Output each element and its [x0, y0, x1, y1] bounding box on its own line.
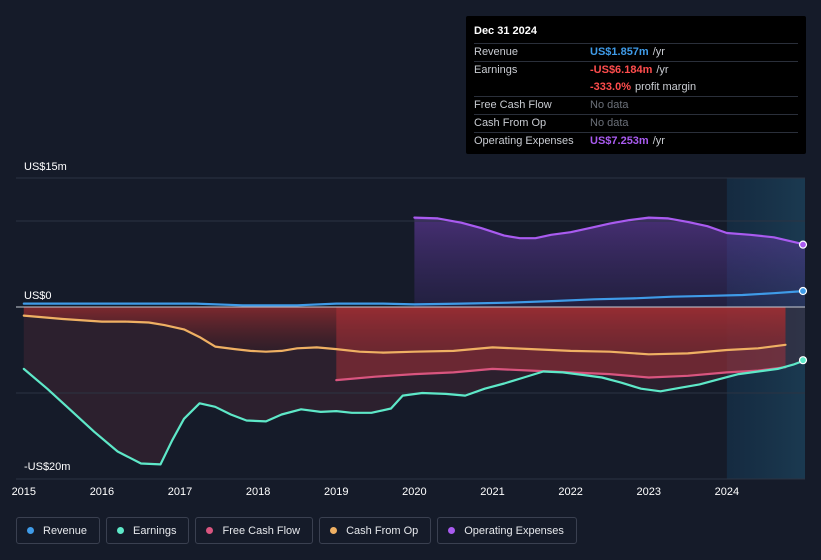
tooltip-unit: /yr — [656, 64, 669, 76]
tooltip-key: Cash From Op — [474, 117, 547, 129]
earnings-line — [22, 359, 807, 466]
legend-label: Operating Expenses — [464, 524, 564, 537]
tooltip-key: Operating Expenses — [474, 135, 574, 147]
operating-expenses-line — [413, 216, 807, 246]
opex-area — [414, 217, 805, 307]
tooltip-row-fcf: Free Cash Flow No data — [474, 96, 798, 114]
tooltip-value: No data — [590, 117, 629, 129]
y-label-zero: US$0 — [24, 290, 52, 302]
legend-dot-icon — [330, 527, 338, 534]
tooltip-key: Free Cash Flow — [474, 99, 552, 111]
legend: Revenue Earnings Free Cash Flow Cash Fro… — [16, 517, 577, 546]
legend-label: Revenue — [43, 524, 88, 537]
cash-from-op-line — [22, 314, 787, 356]
x-tick-label: 2020 — [402, 486, 426, 498]
data-tooltip: Dec 31 2024 Revenue US$1.857m /yr Earnin… — [466, 16, 806, 154]
legend-dot-icon — [27, 527, 34, 534]
tooltip-key: Earnings — [474, 64, 518, 76]
tooltip-value: No data — [590, 99, 629, 111]
y-label-bottom: -US$20m — [24, 461, 70, 473]
x-tick-label: 2022 — [558, 486, 582, 498]
tooltip-unit: /yr — [652, 46, 665, 58]
legend-dot-icon — [448, 527, 456, 534]
x-tick-label: 2018 — [246, 486, 270, 498]
x-tick-label: 2023 — [637, 486, 661, 498]
free-cash-flow-area — [336, 307, 786, 381]
tooltip-value: -333.0% — [590, 81, 631, 93]
tooltip-key: Revenue — [474, 46, 519, 58]
tooltip-row-cfo: Cash From Op No data — [474, 114, 798, 132]
tooltip-row-margin: -333.0% profit margin — [474, 79, 798, 96]
y-label-top: US$15m — [24, 161, 67, 173]
tooltip-unit: profit margin — [634, 81, 697, 93]
x-tick-label: 2016 — [90, 486, 114, 498]
earnings-end-marker — [798, 356, 808, 365]
tooltip-row-earnings: Earnings -US$6.184m /yr — [474, 61, 798, 79]
x-tick-label: 2021 — [480, 486, 504, 498]
tooltip-unit: /yr — [652, 135, 665, 147]
revenue-end-marker — [798, 286, 808, 296]
legend-item-operating-expenses[interactable]: Operating Expenses — [437, 517, 577, 544]
operating-expenses-end-marker — [798, 240, 808, 249]
legend-dot-icon — [117, 527, 125, 534]
x-tick-label: 2019 — [324, 486, 348, 498]
legend-item-revenue[interactable]: Revenue — [16, 517, 101, 544]
tooltip-date: Dec 31 2024 — [474, 25, 537, 37]
x-tick-label: 2017 — [168, 486, 192, 498]
legend-item-cash-from-op[interactable]: Cash From Op — [319, 517, 432, 544]
legend-item-free-cash-flow[interactable]: Free Cash Flow — [195, 517, 314, 544]
cash-from-op-area — [23, 307, 786, 355]
tooltip-value: -US$6.184m — [590, 64, 653, 76]
legend-dot-icon — [206, 527, 214, 534]
legend-label: Earnings — [133, 524, 177, 537]
legend-label: Cash From Op — [346, 524, 419, 537]
x-tick-label: 2015 — [12, 486, 36, 498]
legend-item-earnings[interactable]: Earnings — [106, 517, 190, 544]
tooltip-value: US$1.857m — [590, 46, 649, 58]
tooltip-value: US$7.253m — [590, 135, 649, 147]
revenue-line — [22, 289, 807, 307]
tooltip-row-opex: Operating Expenses US$7.253m /yr — [474, 132, 798, 150]
tooltip-row-revenue: Revenue US$1.857m /yr — [474, 43, 798, 61]
legend-label: Free Cash Flow — [222, 524, 301, 537]
x-tick-label: 2024 — [715, 486, 739, 498]
